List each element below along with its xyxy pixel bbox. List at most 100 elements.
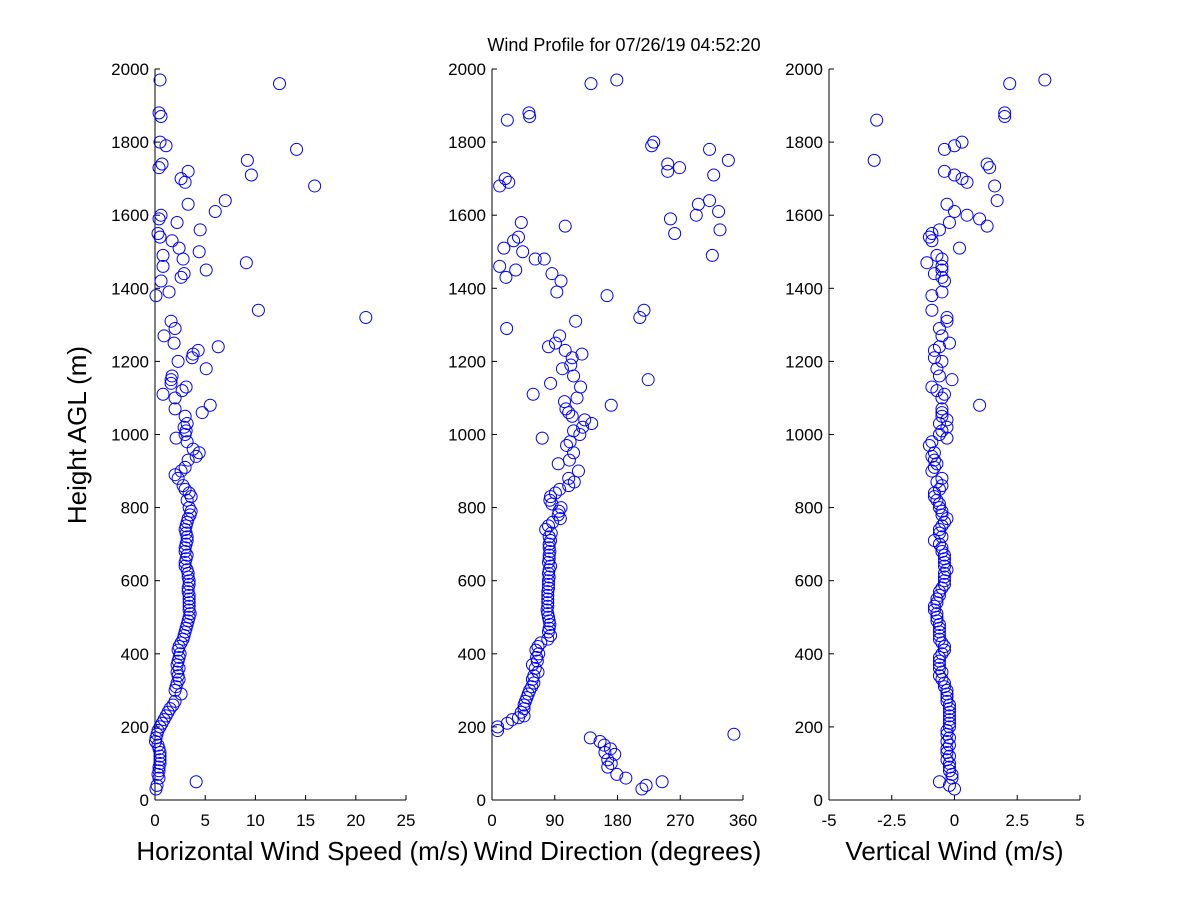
data-point: [544, 376, 558, 390]
data-point: [500, 113, 514, 127]
data-point: [203, 398, 217, 412]
data-point: [541, 555, 555, 569]
data-point: [663, 212, 677, 226]
data-point: [937, 274, 951, 288]
data-point: [181, 581, 195, 595]
data-point: [176, 252, 190, 266]
data-point: [707, 168, 721, 182]
y-tick-label: 1800: [785, 133, 823, 152]
data-point: [935, 259, 949, 273]
data-point: [932, 537, 946, 551]
y-tick-label: 2000: [785, 60, 823, 79]
data-point: [705, 248, 719, 262]
data-point: [179, 380, 193, 394]
data-point: [955, 135, 969, 149]
data-point: [151, 226, 165, 240]
data-point: [208, 205, 222, 219]
data-point: [174, 636, 188, 650]
data-point: [937, 566, 951, 580]
data-point: [927, 460, 941, 474]
data-point: [541, 625, 555, 639]
data-point: [171, 471, 185, 485]
data-point: [932, 775, 946, 789]
data-point: [930, 596, 944, 610]
data-point: [159, 139, 173, 153]
data-point: [998, 106, 1012, 120]
data-point: [573, 428, 587, 441]
data-point: [509, 263, 523, 277]
data-point: [942, 738, 956, 752]
data-point: [528, 252, 542, 266]
data-point: [555, 362, 569, 376]
y-tick-label: 1000: [111, 426, 149, 445]
data-point: [544, 629, 558, 643]
data-point: [177, 420, 191, 434]
panel-horizontal-wind-speed: 0 200 400 600 800 1000 1200 1400 1600 1800 2000 0 5 1…: [111, 60, 469, 866]
data-point: [499, 270, 513, 284]
data-point: [308, 179, 322, 193]
data-point: [937, 142, 951, 156]
data-point: [180, 435, 194, 449]
data-point: [544, 526, 558, 540]
x-tick-label: 270: [666, 811, 694, 830]
data-point: [541, 340, 555, 354]
y-tick-label: 400: [795, 645, 823, 664]
data-point: [218, 194, 232, 208]
data-point: [691, 197, 705, 211]
data-point: [182, 599, 196, 613]
data-point: [185, 351, 199, 365]
data-point: [940, 563, 954, 577]
data-point: [529, 643, 543, 657]
y-tick-label: 800: [795, 499, 823, 518]
data-point: [545, 497, 559, 511]
y-tick-label: 800: [458, 499, 486, 518]
data-point: [940, 431, 954, 445]
data-point: [527, 676, 541, 690]
data-point: [554, 501, 568, 515]
data-point: [990, 194, 1004, 208]
data-point: [932, 369, 946, 383]
data-point: [576, 420, 590, 434]
y-tick-label: 1600: [448, 206, 486, 225]
data-point: [988, 179, 1002, 193]
data-point: [920, 256, 934, 270]
data-point: [161, 705, 175, 719]
data-point: [610, 73, 624, 87]
y-tick-label: 1400: [448, 279, 486, 298]
data-point: [176, 632, 190, 646]
data-point: [164, 314, 178, 328]
data-point: [199, 362, 213, 376]
data-point: [703, 194, 717, 208]
data-point: [927, 486, 941, 500]
data-point: [645, 139, 659, 153]
data-point: [178, 482, 192, 496]
data-point: [182, 592, 196, 606]
x-tick-label: 0: [950, 811, 959, 830]
data-point: [930, 457, 944, 471]
y-tick-label: 1800: [111, 133, 149, 152]
data-point: [937, 515, 951, 529]
y-tick-label: 600: [121, 572, 149, 591]
data-point: [583, 731, 597, 745]
data-point: [159, 709, 173, 723]
data-point: [558, 219, 572, 233]
data-point: [619, 771, 633, 785]
data-point: [155, 157, 169, 171]
data-point: [514, 216, 528, 230]
data-point: [162, 285, 176, 299]
data-point: [149, 289, 163, 303]
data-point: [935, 636, 949, 650]
data-point: [942, 749, 956, 763]
data-point: [935, 252, 949, 266]
data-point: [558, 343, 572, 357]
data-point: [172, 241, 186, 255]
data-point: [647, 135, 661, 149]
data-point: [244, 168, 258, 182]
data-point: [937, 577, 951, 591]
data-point: [937, 643, 951, 657]
data-point: [937, 559, 951, 573]
data-point: [935, 581, 949, 595]
data-point: [935, 530, 949, 544]
data-point: [152, 760, 166, 774]
x-tick-label: 5: [1075, 811, 1084, 830]
